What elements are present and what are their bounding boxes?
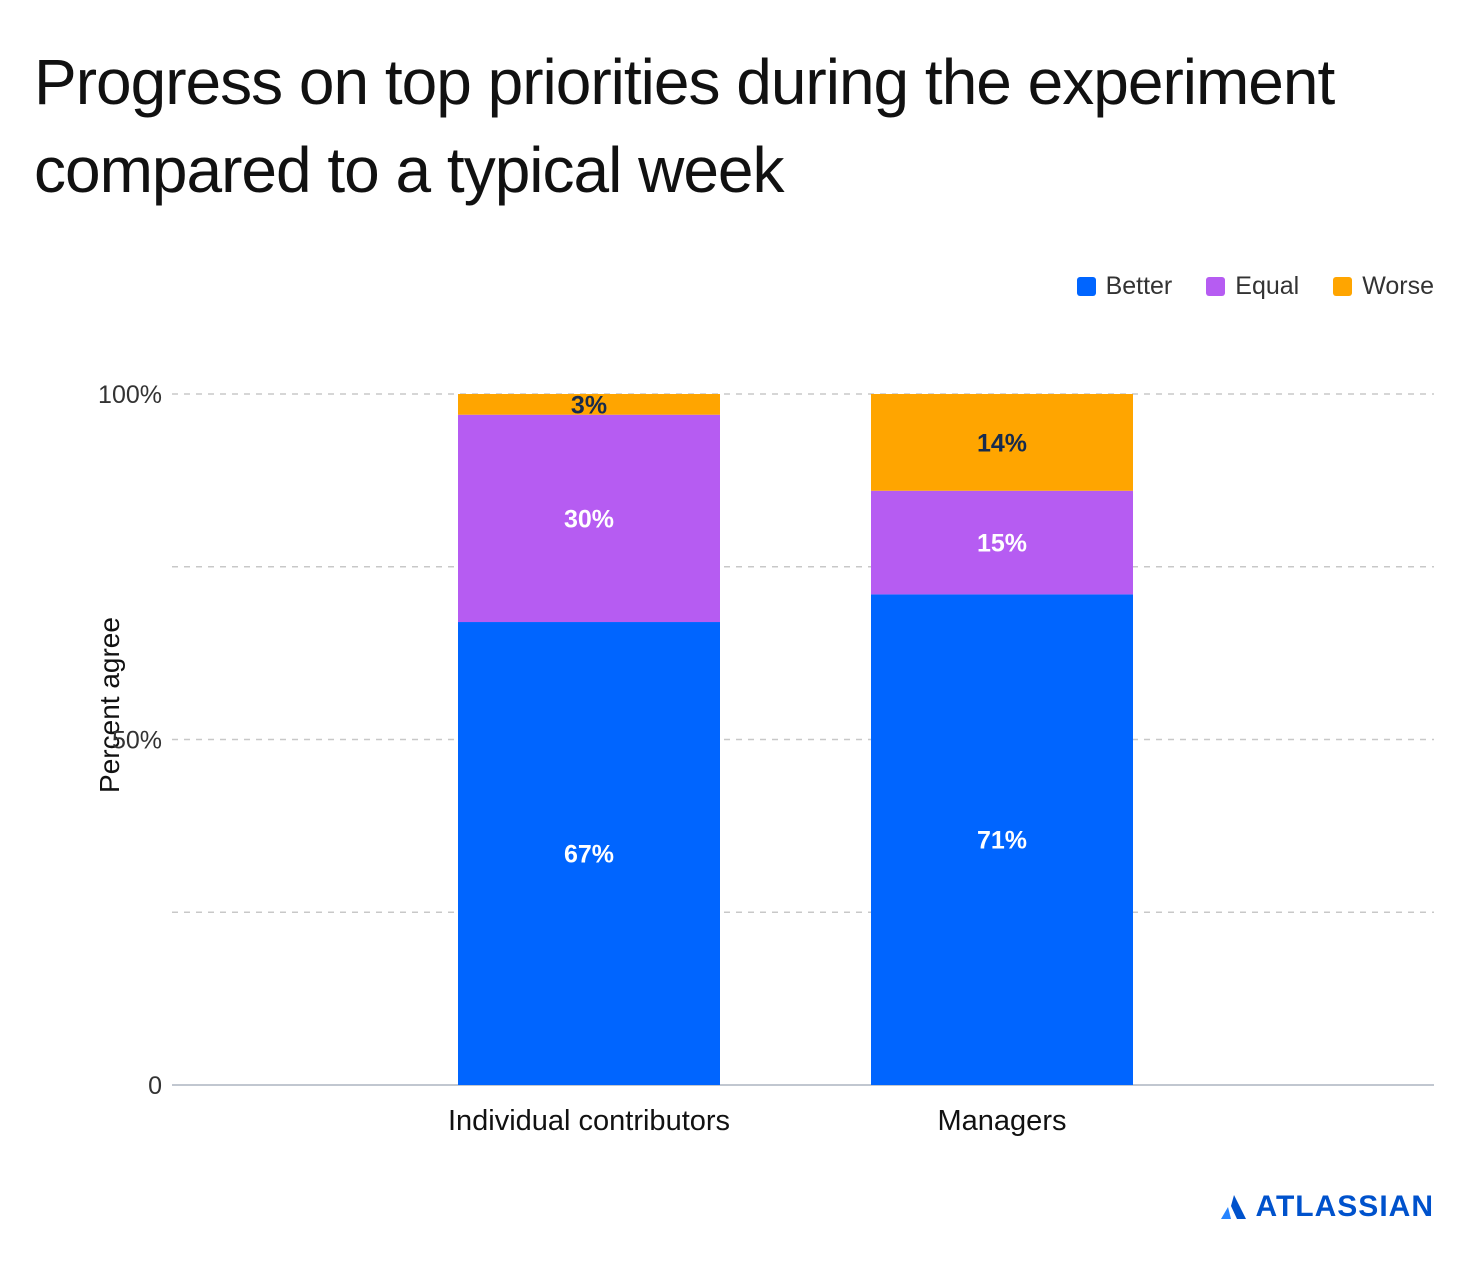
bar-segment-worse [871,394,1133,491]
x-tick-label: Individual contributors [448,1105,730,1137]
data-label: 30% [564,505,614,533]
data-label: 71% [977,827,1027,855]
bar-segment-better [458,622,720,1085]
bar-segment-equal [458,414,720,623]
legend-item-better: Better [1076,272,1173,301]
legend-label-better: Better [1105,272,1173,300]
bar-segment-equal [871,490,1133,595]
legend-item-equal: Equal [1206,272,1299,301]
legend: Better Equal Worse [1076,272,1434,301]
legend-swatch-better [1076,277,1096,296]
legend-swatch-equal [1206,277,1226,296]
y-tick-label: 100% [98,381,162,409]
chart-title: Progress on top priorities during the ex… [34,46,1335,206]
data-label: 3% [571,391,607,419]
data-label: 15% [977,530,1027,558]
legend-label-worse: Worse [1362,272,1434,300]
brand-logo: ATLASSIAN [1220,1190,1434,1224]
legend-label-equal: Equal [1235,272,1300,300]
bar-segment-worse [458,394,720,415]
y-tick-label: 0 [148,1072,162,1100]
data-label: 67% [564,841,614,869]
brand-name: ATLASSIAN [1255,1190,1434,1223]
x-tick-label: Managers [938,1105,1067,1137]
bar-segment-better [871,594,1133,1085]
legend-swatch-worse [1333,277,1353,296]
legend-item-worse: Worse [1333,272,1434,301]
y-tick-label: 50% [112,727,162,755]
atlassian-logo-icon [1220,1195,1246,1219]
data-label: 14% [977,429,1027,457]
